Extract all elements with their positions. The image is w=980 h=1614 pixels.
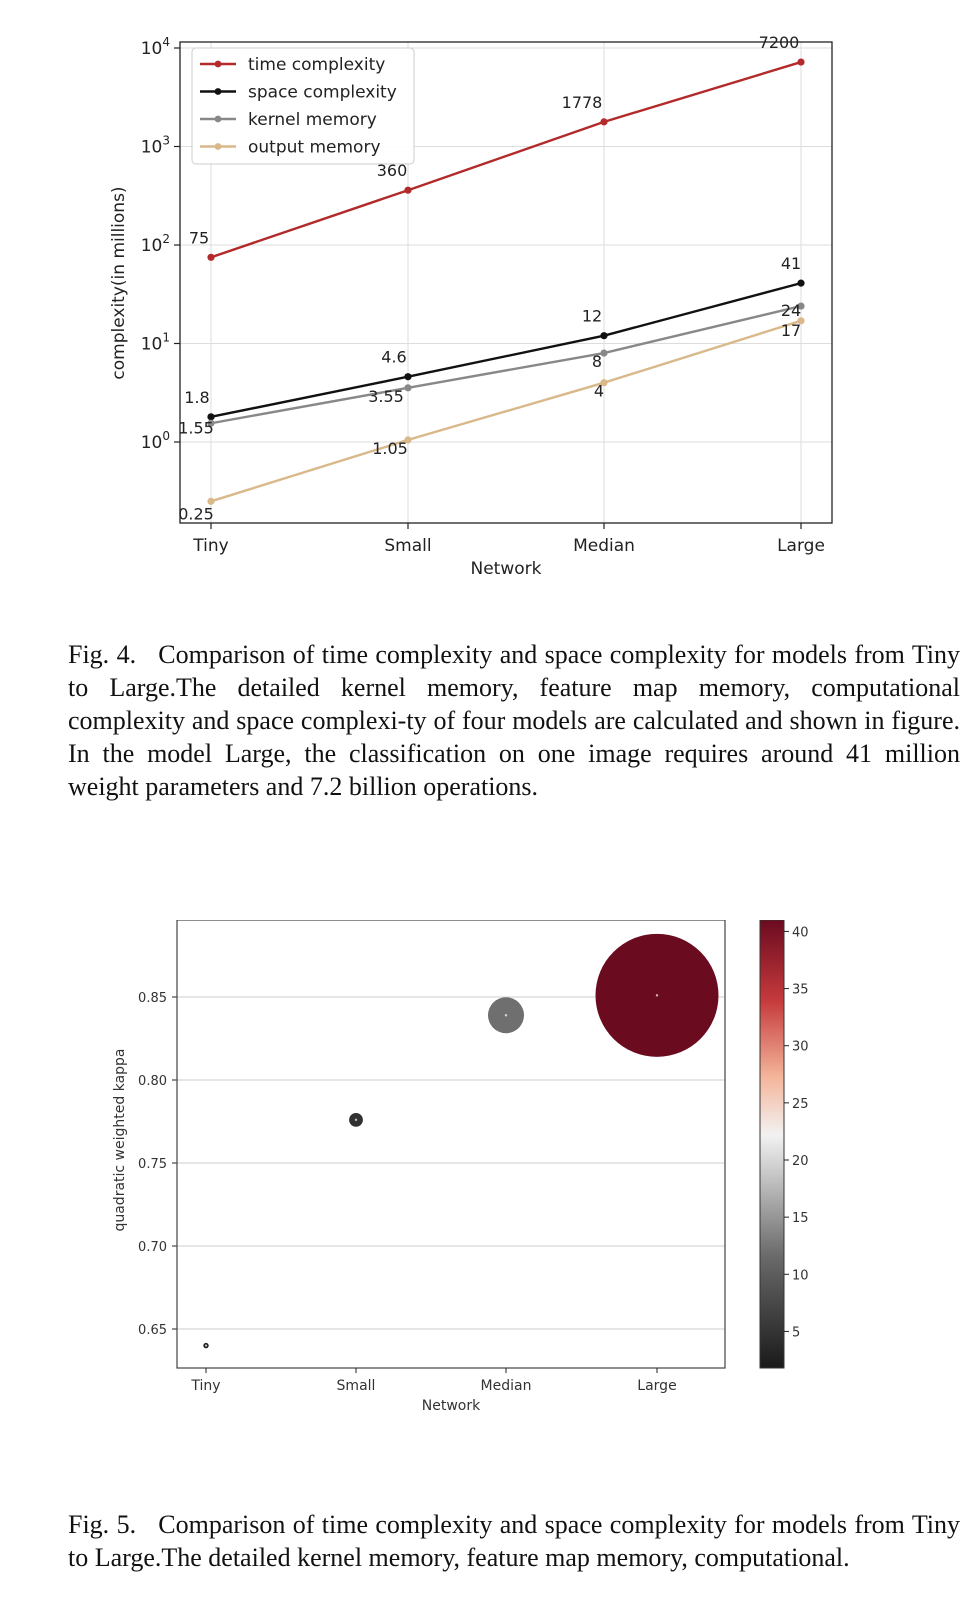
legend-box xyxy=(191,47,415,165)
data-point-large xyxy=(797,279,805,287)
plot-frame xyxy=(176,919,726,1369)
series-line xyxy=(210,60,802,259)
data-point-tiny xyxy=(207,419,215,427)
data-label: 24 xyxy=(781,301,801,320)
y-tick-label-2: 102 xyxy=(141,232,170,256)
data-label: 1.55 xyxy=(178,418,214,437)
legend-swatch-marker xyxy=(214,143,222,150)
x-tick-label-large: Large xyxy=(637,1378,676,1394)
legend: time complexity space complexity kernel me… xyxy=(191,47,415,165)
x-tick-label-large: Large xyxy=(777,536,825,556)
series-time-complexity: 75 360 1778 7200 xyxy=(189,33,805,261)
data-label: 75 xyxy=(189,228,209,247)
series-line xyxy=(210,319,802,503)
colorbar-tick-label-5: 30 xyxy=(792,1040,809,1055)
caption-text: Comparison of time complexity and space … xyxy=(68,640,961,801)
data-point-small xyxy=(404,384,412,392)
data-label: 4 xyxy=(594,382,604,401)
series-line xyxy=(210,304,802,425)
data-point-tiny xyxy=(207,413,215,421)
x-tick-label-tiny: Tiny xyxy=(190,1378,220,1394)
data-point-median xyxy=(600,332,608,340)
legend-label: time complexity xyxy=(248,55,385,75)
data-label: 17 xyxy=(781,321,801,340)
series-line xyxy=(210,281,802,419)
y-tick-label-3: 103 xyxy=(141,134,170,158)
x-tick-label-median: Median xyxy=(481,1378,532,1394)
data-label: 41 xyxy=(781,254,801,273)
x-tick-label-tiny: Tiny xyxy=(192,536,228,556)
data-point-tiny xyxy=(207,253,215,261)
legend-label: kernel memory xyxy=(248,110,377,130)
x-tick-label-small: Small xyxy=(337,1378,376,1394)
caption-label: Fig. 5. xyxy=(68,1510,137,1539)
figure-5: 0.65 0.70 0.75 0.80 0.85 0.90 Tiny Small Median L… xyxy=(0,908,980,1480)
plot-frame xyxy=(179,41,833,524)
y-axis-label: quadratic weighted kappa xyxy=(112,1048,128,1231)
data-label: 1778 xyxy=(562,93,603,112)
caption-text: Comparison of time complexity and space … xyxy=(68,1510,961,1572)
legend-swatch-marker xyxy=(214,88,222,95)
y-tick-label-3: 0.80 xyxy=(138,1074,167,1089)
colorbar-tick-label-3: 20 xyxy=(792,1154,809,1169)
data-point-median xyxy=(600,379,608,387)
data-label: 12 xyxy=(582,307,602,326)
x-tick-label-small: Small xyxy=(384,536,431,556)
data-point-median xyxy=(600,118,608,126)
legend-swatch-marker xyxy=(214,60,222,68)
data-point-small xyxy=(404,373,412,381)
data-label: 1.05 xyxy=(372,439,408,458)
data-point-large xyxy=(797,58,805,66)
bubble-chart: 0.65 0.70 0.75 0.80 0.85 0.90 Tiny Small Median L… xyxy=(112,908,809,1414)
data-point-large xyxy=(797,317,805,325)
data-label: 0.25 xyxy=(178,504,214,523)
y-tick-label-2: 0.75 xyxy=(138,1157,167,1172)
colorbar xyxy=(759,919,785,1369)
y-tick-label-1: 0.70 xyxy=(138,1240,167,1255)
bubble-center-tiny xyxy=(204,1344,208,1347)
caption-label: Fig. 4. xyxy=(68,640,137,669)
legend-label: output memory xyxy=(248,138,381,158)
data-label: 1.8 xyxy=(184,388,209,407)
legend-label: space complexity xyxy=(248,83,397,103)
colorbar-tick-label-0: 5 xyxy=(792,1325,800,1340)
y-tick-label-0: 0.65 xyxy=(138,1323,167,1338)
x-axis-label: Network xyxy=(471,559,542,579)
series-kernel-memory: 1.55 3.55 8 24 xyxy=(178,301,805,437)
x-axis-label: Network xyxy=(422,1398,481,1414)
figure-4-caption: Fig. 4. Comparison of time complexity an… xyxy=(68,638,960,803)
colorbar-tick-label-6: 35 xyxy=(792,983,809,998)
data-point-small xyxy=(404,436,412,444)
data-point-small xyxy=(404,186,412,194)
data-point-tiny xyxy=(207,497,215,505)
data-label: 360 xyxy=(377,161,408,180)
y-tick-label-4: 0.85 xyxy=(138,991,167,1006)
data-label: 4.6 xyxy=(381,348,406,367)
colorbar-tick-label-7: 40 xyxy=(792,925,809,940)
y-tick-label-1: 101 xyxy=(141,331,170,355)
bubble-center-median xyxy=(504,1014,508,1017)
y-axis-label: complexity(in millions) xyxy=(109,186,129,379)
figure-5-caption: Fig. 5. Comparison of time complexity an… xyxy=(68,1508,960,1574)
bubble-center-small xyxy=(354,1118,358,1122)
y-tick-label-5: 0.90 xyxy=(138,920,167,923)
colorbar-tick-label-1: 10 xyxy=(792,1268,809,1283)
data-label: 8 xyxy=(592,352,602,371)
colorbar-tick-label-2: 15 xyxy=(792,1211,809,1226)
data-point-median xyxy=(600,349,608,357)
figure-4: 100 101 102 103 104 Tiny Small Median Large Netwo… xyxy=(0,0,980,610)
legend-swatch-marker xyxy=(214,115,222,123)
series-output-memory: 0.25 1.05 4 17 xyxy=(178,317,805,523)
x-tick-label-median: Median xyxy=(573,536,635,556)
colorbar-tick-label-4: 25 xyxy=(792,1097,809,1112)
data-label: 7200 xyxy=(759,33,800,52)
line-chart: 100 101 102 103 104 Tiny Small Median Large Netwo… xyxy=(109,33,833,579)
data-point-large xyxy=(797,302,805,310)
data-label: 3.55 xyxy=(368,387,404,406)
series-space-complexity: 1.8 4.6 12 41 xyxy=(184,254,805,421)
y-tick-label-4: 104 xyxy=(141,35,170,59)
y-tick-label-0: 100 xyxy=(141,429,170,453)
bubble-center-large xyxy=(655,994,659,997)
